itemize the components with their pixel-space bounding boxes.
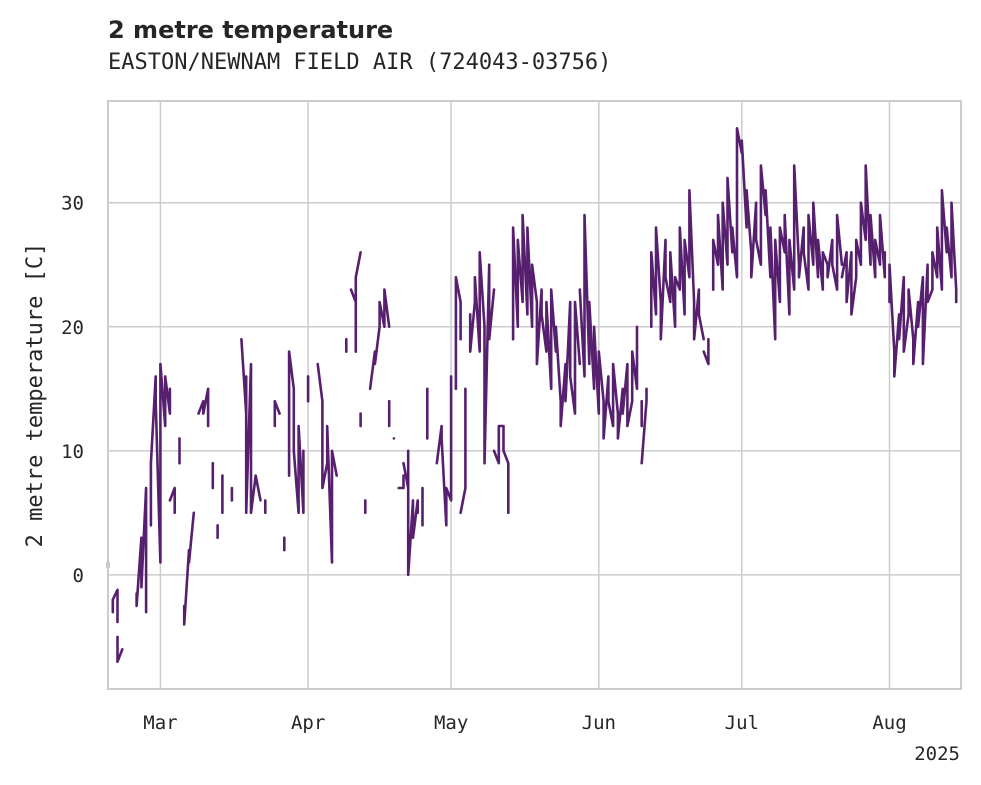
series-line-segment — [368, 288, 391, 391]
series-line-segment — [578, 213, 639, 440]
series-line-segment — [149, 362, 172, 564]
chart-title: 2 metre temperature — [108, 16, 394, 44]
series-line-segment — [287, 350, 305, 515]
plot-frame — [107, 100, 962, 690]
series-layer — [106, 127, 958, 664]
series-line-segment — [273, 399, 281, 428]
series-line-segment — [240, 337, 262, 515]
series-line-segment — [492, 424, 510, 515]
x-axis-ticks: Mar Apr May Jun Jul Aug — [143, 712, 906, 734]
series-line-segment — [349, 251, 362, 353]
series-line-segment — [116, 635, 124, 664]
x-tick-label: Jul — [725, 712, 759, 734]
x-axis-year-label: 2025 — [914, 743, 960, 765]
series-line-segment — [397, 474, 405, 490]
y-tick-label: 0 — [73, 565, 84, 587]
x-tick-label: May — [434, 712, 468, 734]
y-axis-label: 2 metre temperature [C] — [23, 243, 48, 548]
x-tick-label: Jun — [582, 712, 616, 734]
y-tick-label: 20 — [61, 317, 84, 339]
series-line-segment — [111, 588, 119, 624]
series-line-segment — [182, 511, 196, 626]
series-line-segment — [135, 486, 148, 614]
series-line-segment — [459, 387, 467, 515]
series-line-segment — [888, 189, 958, 378]
x-tick-label: Mar — [143, 712, 177, 734]
series-line-segment — [711, 127, 844, 341]
series-line-segment — [511, 213, 582, 428]
series-line-segment — [640, 387, 648, 465]
series-line-segment — [402, 449, 420, 577]
chart-subtitle: EASTON/NEWNAM FIELD AIR (724043-03756) — [108, 50, 612, 75]
series-line-segment — [702, 337, 710, 366]
series-line-segment — [468, 251, 496, 465]
y-tick-label: 30 — [61, 193, 84, 215]
x-tick-label: Aug — [872, 712, 906, 734]
x-tick-label: Apr — [291, 712, 325, 734]
temperature-series — [106, 127, 958, 664]
series-line-segment — [454, 275, 462, 391]
series-line-segment — [168, 486, 176, 515]
series-line-segment — [435, 375, 453, 527]
series-line-segment — [316, 362, 339, 564]
y-tick-label: 10 — [61, 441, 84, 463]
series-line-segment — [649, 189, 706, 341]
series-line-segment — [197, 387, 210, 428]
series-line-segment — [840, 164, 887, 316]
y-axis-ticks: 0 10 20 30 — [61, 193, 84, 587]
grid-lines — [108, 101, 961, 689]
